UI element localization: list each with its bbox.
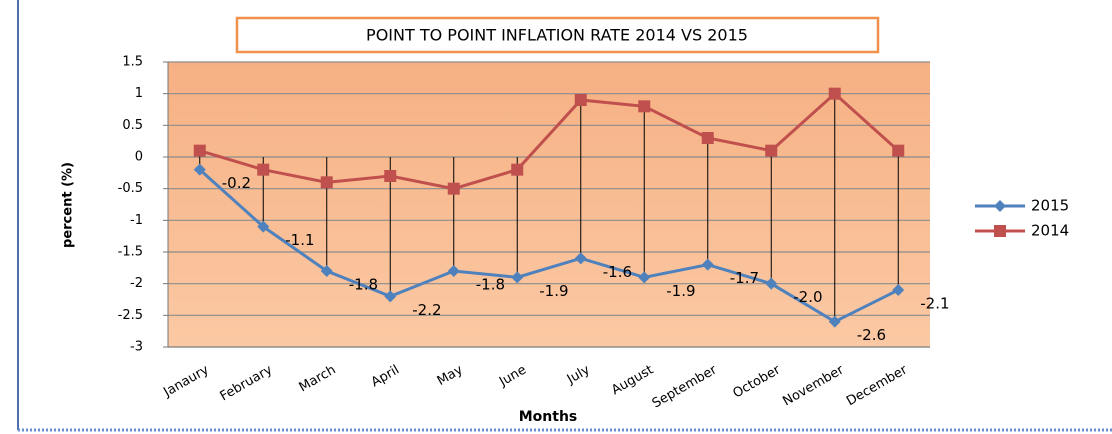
x-tick-label: December — [844, 362, 910, 409]
x-tick-label: Janaury — [160, 362, 211, 400]
marker — [574, 252, 587, 265]
data-label: -1.1 — [285, 231, 314, 249]
marker — [193, 144, 206, 157]
data-label: -2.1 — [920, 295, 949, 313]
marker — [320, 265, 333, 277]
marker — [701, 258, 714, 271]
legend-marker — [994, 200, 1006, 212]
x-tick-label: February — [218, 362, 276, 404]
marker — [511, 163, 524, 176]
legend-marker — [994, 225, 1006, 237]
y-tick-label: 1 — [135, 86, 143, 101]
title-box — [235, 16, 880, 54]
data-label: -2.0 — [793, 288, 822, 306]
marker — [384, 290, 397, 303]
marker — [701, 132, 714, 144]
x-tick-label: June — [496, 363, 529, 391]
y-tick-label: -1 — [130, 213, 143, 228]
data-label: -2.2 — [412, 301, 441, 319]
y-tick-label: -0.5 — [118, 181, 143, 196]
data-label: -1.8 — [476, 276, 505, 294]
x-axis-label: Months — [519, 409, 578, 425]
data-label: -1.7 — [730, 269, 759, 287]
y-tick-label: -3 — [130, 340, 143, 355]
marker — [892, 284, 905, 296]
marker — [257, 220, 270, 233]
marker — [511, 271, 524, 284]
plot-area — [168, 62, 930, 347]
marker — [384, 170, 397, 182]
data-label: -1.9 — [666, 282, 695, 300]
marker — [638, 271, 651, 284]
x-tick-label: August — [609, 363, 656, 399]
chart-title: POINT TO POINT INFLATION RATE 2014 VS 20… — [366, 26, 748, 45]
marker — [447, 182, 460, 195]
y-tick-label: 0 — [135, 150, 143, 165]
x-tick-label: September — [650, 362, 720, 411]
y-tick-label: -2.5 — [118, 308, 143, 323]
marker — [765, 144, 778, 157]
marker — [447, 265, 460, 277]
marker — [193, 163, 206, 176]
y-tick-label: 0.5 — [122, 118, 143, 133]
x-tick-label: March — [297, 363, 339, 396]
x-tick-label: May — [435, 362, 466, 389]
marker — [638, 100, 651, 113]
series-line — [199, 91, 900, 191]
x-tick-label: April — [369, 363, 402, 391]
y-tick-label: -2 — [130, 276, 143, 291]
marker — [765, 277, 778, 290]
data-label: -1.8 — [349, 276, 378, 294]
data-label: -2.6 — [857, 326, 886, 344]
data-label: -1.9 — [539, 282, 568, 300]
series-line — [198, 168, 899, 324]
data-label: -0.2 — [222, 174, 251, 192]
y-axis-label: percent (%) — [61, 162, 76, 248]
y-tick-label: -1.5 — [118, 245, 143, 260]
x-tick-label: July — [564, 362, 593, 387]
x-tick-label: November — [780, 362, 847, 409]
marker — [257, 163, 270, 176]
marker — [828, 87, 841, 100]
data-label: -1.6 — [603, 263, 632, 281]
marker — [892, 144, 905, 157]
x-tick-label: October — [730, 362, 783, 401]
marker — [828, 315, 841, 328]
marker — [320, 176, 333, 189]
legend-label: 2015 — [1031, 197, 1069, 215]
legend-label: 2014 — [1031, 222, 1069, 240]
y-tick-label: 1.5 — [122, 55, 143, 70]
marker — [574, 94, 587, 106]
